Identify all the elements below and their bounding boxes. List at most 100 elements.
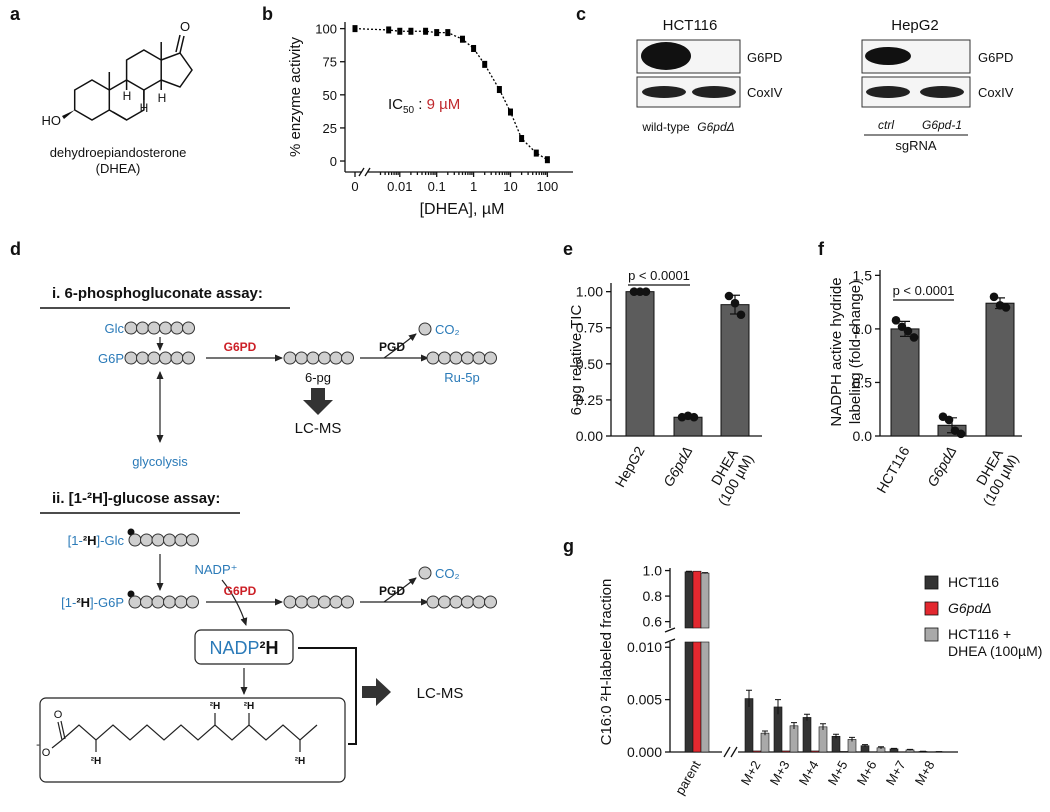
metabolite: CO₂: [435, 566, 460, 581]
data-point: [519, 135, 525, 143]
molecule-abbrev: (DHEA): [96, 161, 141, 176]
carbon: [283, 351, 297, 365]
blot-band: [866, 86, 910, 98]
y-tick-label: 0.00: [576, 428, 603, 444]
y-axis-label: C16:0 ²H-labeled fraction: [598, 579, 615, 746]
text-part: ²H: [83, 533, 97, 548]
data-point: [1001, 303, 1011, 312]
section-title: ii. [1-²H]-glucose assay:: [52, 490, 220, 507]
carbon: [147, 351, 161, 365]
carbon: [283, 595, 297, 609]
x-tick-label: 0.1: [428, 179, 446, 194]
panel-label: b: [262, 4, 273, 24]
axis-break: [664, 638, 676, 644]
carbon: [182, 351, 195, 365]
data-point: [544, 156, 550, 164]
bar: [831, 735, 841, 753]
metabolite: CO₂: [435, 322, 460, 337]
carbon: [136, 351, 149, 365]
x-tick-label: M+4: [796, 758, 822, 788]
annotation: IC50 : 9 µM: [388, 96, 460, 116]
carbon: [159, 321, 172, 335]
wedge-bond: [62, 110, 75, 119]
carbon: [306, 595, 320, 609]
carbon: [484, 595, 497, 609]
y-tick-label: 0.75: [576, 320, 603, 336]
error-bar: [702, 572, 708, 574]
bonds: [51, 713, 301, 752]
carbon: [295, 351, 308, 365]
blot-band: [920, 86, 964, 98]
x-tick-label: M+7: [883, 758, 909, 788]
bar: [781, 750, 791, 753]
error-bar: [791, 722, 797, 729]
x-tick-label: G6pdΔ: [924, 444, 960, 490]
error-bar: [686, 570, 692, 573]
fatty-acid-box: [39, 697, 346, 783]
atom-label: H: [140, 101, 149, 115]
fit-line: [354, 27, 548, 161]
carbon: [182, 321, 195, 335]
data-point: [496, 86, 502, 94]
y-tick-label: 1.5: [853, 267, 873, 283]
carbon: [174, 533, 188, 547]
enzyme: G6PD: [224, 340, 257, 354]
metabolite: 6-pg: [305, 370, 331, 385]
band-label: CoxIV: [747, 85, 783, 100]
panel-label: g: [563, 536, 574, 556]
band-label: CoxIV: [978, 85, 1014, 100]
carbon: [438, 595, 451, 609]
bar: [684, 571, 694, 629]
y-tick-label: 0.5: [853, 374, 873, 390]
panel-label: a: [10, 4, 21, 24]
error-bar: [804, 713, 810, 721]
bar: [684, 641, 694, 753]
y-tick-label: 50: [323, 88, 337, 103]
x-tick-label: 10: [503, 179, 517, 194]
blot-band: [692, 86, 736, 98]
annotation-part: 9 µM: [427, 96, 461, 113]
carbon: [318, 595, 331, 609]
data-point: [891, 316, 901, 325]
bar: [720, 304, 750, 437]
carbon: [426, 351, 440, 365]
lane-label: ctrl: [878, 118, 894, 132]
carbon: [449, 595, 463, 609]
significance-label: p < 0.0001: [628, 268, 690, 283]
axis-break: [664, 627, 676, 633]
y-tick-label: 0.8: [643, 588, 663, 604]
data-point: [903, 326, 913, 336]
carbon: [124, 351, 138, 365]
atom-label: O: [180, 19, 190, 34]
axis-break: [358, 167, 365, 177]
legend-swatch: [924, 627, 939, 642]
metabolite: G6P: [98, 351, 124, 366]
carbon: [170, 321, 184, 335]
carbon: [124, 321, 138, 335]
lane-label: G6pd-1: [922, 118, 962, 132]
y-axis-label: 6-pg relative TIC: [568, 305, 585, 416]
data-point: [689, 412, 699, 422]
panel-label: d: [10, 239, 21, 259]
molecule: [73, 34, 193, 121]
carbon: [472, 351, 486, 365]
atom-label: H: [158, 91, 167, 105]
error-bar: [746, 689, 752, 707]
text-part: ²H: [260, 638, 279, 658]
detection: LC-MS: [417, 685, 464, 702]
error-bar: [862, 744, 868, 747]
error-bar: [891, 747, 897, 750]
y-tick-label: 0.50: [576, 356, 603, 372]
legend-label: HCT116 + DHEA (100µM): [948, 626, 1042, 659]
data-point: [724, 291, 734, 301]
x-tick-label: DHEA (100 µM): [966, 444, 1022, 509]
data-point: [897, 322, 907, 332]
carbon: [128, 595, 142, 609]
axis-break: [364, 167, 371, 177]
text-part: ]-G6P: [90, 595, 124, 610]
x-tick-label: M+2: [738, 758, 764, 788]
carbon: [151, 595, 165, 609]
text-part: [1-: [61, 595, 76, 610]
bar: [810, 750, 820, 753]
data-point: [989, 292, 999, 302]
